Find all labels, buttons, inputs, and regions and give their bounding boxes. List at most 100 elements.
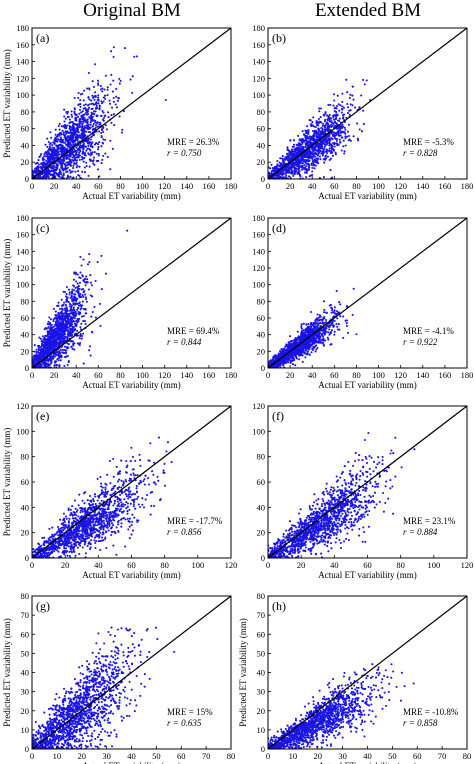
scatter-point xyxy=(338,138,341,141)
scatter-point xyxy=(84,308,87,311)
scatter-point xyxy=(334,153,337,156)
scatter-point xyxy=(62,173,65,177)
scatter-point xyxy=(95,152,98,155)
scatter-point xyxy=(292,139,295,142)
x-tick-label: 100 xyxy=(136,370,149,380)
scatter-point xyxy=(97,168,100,171)
scatter-point xyxy=(68,153,72,156)
scatter-point xyxy=(291,363,294,366)
scatter-point xyxy=(302,148,305,151)
scatter-point xyxy=(319,141,322,145)
scatter-point xyxy=(91,331,94,334)
scatter-point xyxy=(79,308,82,311)
scatter-point xyxy=(62,133,65,136)
r-stat: r = 0.828 xyxy=(403,148,438,158)
scatter-point xyxy=(62,338,65,341)
scatter-point xyxy=(88,103,91,106)
scatter-point xyxy=(71,170,74,173)
scatter-point xyxy=(330,147,333,150)
scatter-point xyxy=(89,121,92,124)
scatter-point xyxy=(78,143,82,147)
scatter-point xyxy=(74,142,77,145)
scatter-point xyxy=(358,128,361,131)
scatter-point xyxy=(349,103,352,106)
scatter-point xyxy=(93,305,96,308)
scatter-point xyxy=(88,87,91,90)
scatter-point xyxy=(56,324,59,327)
scatter-point xyxy=(69,143,73,147)
scatter-point xyxy=(318,147,321,150)
scatter-point xyxy=(87,174,90,177)
scatter-point xyxy=(59,144,62,147)
scatter-point xyxy=(296,171,300,174)
scatter-point xyxy=(82,279,85,283)
scatter-point xyxy=(325,143,328,146)
scatter-point xyxy=(66,166,69,169)
scatter-point xyxy=(66,297,69,300)
scatter-point xyxy=(71,159,74,162)
scatter-point xyxy=(330,144,333,148)
scatter-point xyxy=(68,136,71,139)
y-axis-label: Predicted ET variability (mm) xyxy=(2,239,12,348)
scatter-point xyxy=(79,311,82,314)
y-tick-label: 60 xyxy=(257,124,266,134)
scatter-point xyxy=(344,128,347,131)
scatter-point xyxy=(89,281,92,284)
x-tick-label: 180 xyxy=(461,181,474,191)
scatter-point xyxy=(335,322,338,326)
scatter-point xyxy=(333,99,336,102)
scatter-point xyxy=(317,133,320,136)
scatter-point xyxy=(291,152,294,156)
scatter-point xyxy=(270,163,273,166)
scatter-point xyxy=(98,105,101,108)
scatter-point xyxy=(87,288,90,291)
scatter-point xyxy=(71,156,74,159)
scatter-point xyxy=(326,119,329,122)
scatter-point xyxy=(334,151,337,154)
scatter-point xyxy=(66,354,69,358)
scatter-point xyxy=(100,114,103,118)
scatter-point xyxy=(58,316,61,319)
x-tick-label: 40 xyxy=(72,181,81,191)
scatter-point xyxy=(126,229,129,232)
scatter-point xyxy=(296,149,299,152)
scatter-point xyxy=(63,124,66,127)
scatter-point xyxy=(51,329,54,332)
scatter-point xyxy=(288,149,291,152)
scatter-point xyxy=(61,169,65,172)
scatter-point xyxy=(47,172,50,175)
x-tick-label: 140 xyxy=(180,370,193,380)
scatter-point xyxy=(71,334,74,337)
scatter-point xyxy=(56,341,59,344)
scatter-point xyxy=(66,313,69,316)
scatter-point xyxy=(315,121,318,124)
scatter-point xyxy=(313,158,316,161)
scatter-point xyxy=(286,165,289,168)
scatter-point xyxy=(69,332,72,335)
scatter-point xyxy=(87,71,90,75)
scatter-point xyxy=(53,138,56,141)
scatter-point xyxy=(76,342,79,345)
scatter-point xyxy=(65,321,68,324)
scatter-point xyxy=(79,103,82,106)
scatter-point xyxy=(59,352,62,355)
scatter-point xyxy=(93,113,96,116)
scatter-point xyxy=(94,279,97,283)
scatter-point xyxy=(59,327,62,330)
x-tick-label: 20 xyxy=(50,181,59,191)
scatter-point xyxy=(86,278,89,281)
scatter-point xyxy=(81,294,84,297)
scatter-point xyxy=(285,174,288,177)
scatter-point xyxy=(305,165,308,168)
scatter-point xyxy=(70,138,73,142)
scatter-point xyxy=(38,365,41,368)
scatter-point xyxy=(322,132,325,135)
scatter-point xyxy=(325,150,328,153)
scatter-point xyxy=(316,124,319,127)
scatter-point xyxy=(290,150,293,153)
scatter-point xyxy=(90,99,93,102)
scatter-point xyxy=(301,164,304,167)
scatter-point xyxy=(94,91,97,94)
y-tick-label: 140 xyxy=(16,57,29,67)
scatter-point xyxy=(64,165,67,168)
